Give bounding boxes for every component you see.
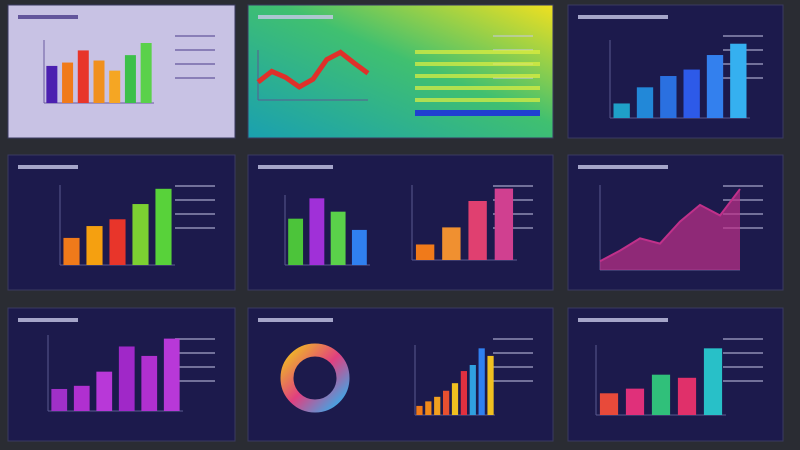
text-placeholder xyxy=(175,63,215,65)
text-placeholder xyxy=(493,338,533,340)
text-placeholder xyxy=(175,352,215,354)
bar xyxy=(469,365,476,415)
bar xyxy=(109,219,126,265)
bar xyxy=(660,76,677,118)
bar xyxy=(706,55,724,118)
bar xyxy=(51,388,68,411)
bar xyxy=(288,218,304,265)
bar xyxy=(96,371,113,411)
bar xyxy=(468,200,487,260)
donut xyxy=(280,343,350,413)
decor-bar xyxy=(415,74,540,78)
title-placeholder xyxy=(578,165,668,169)
bar xyxy=(487,355,494,415)
title-placeholder xyxy=(18,15,78,19)
text-placeholder xyxy=(175,366,215,368)
bar xyxy=(93,60,105,103)
title-placeholder xyxy=(258,165,333,169)
bar xyxy=(141,355,158,411)
bar xyxy=(677,377,697,415)
decor-bar xyxy=(415,98,540,102)
bar xyxy=(109,70,121,103)
text-placeholder xyxy=(175,380,215,382)
title-placeholder xyxy=(258,15,333,19)
text-placeholder xyxy=(493,380,533,382)
bar xyxy=(451,383,459,415)
bar xyxy=(443,390,450,415)
bar xyxy=(62,62,74,103)
text-placeholder xyxy=(723,380,763,382)
bar xyxy=(163,338,180,411)
bar xyxy=(636,87,654,118)
slide-panel xyxy=(247,307,554,442)
bar xyxy=(651,374,671,415)
bar xyxy=(86,226,103,265)
bar xyxy=(73,385,90,411)
text-placeholder xyxy=(493,185,533,187)
text-placeholder xyxy=(723,35,763,37)
decor-bar xyxy=(415,50,540,54)
line xyxy=(256,49,370,90)
text-placeholder xyxy=(175,227,215,229)
title-placeholder xyxy=(258,318,333,322)
text-placeholder xyxy=(723,338,763,340)
bar xyxy=(613,103,630,118)
title-placeholder xyxy=(18,318,78,322)
text-placeholder xyxy=(723,199,763,201)
text-placeholder xyxy=(175,199,215,201)
text-placeholder xyxy=(493,35,533,37)
bar xyxy=(703,348,723,415)
bar xyxy=(46,65,58,103)
bar xyxy=(683,69,700,118)
title-placeholder xyxy=(18,165,78,169)
text-placeholder xyxy=(175,49,215,51)
bar xyxy=(730,43,747,118)
bar xyxy=(351,229,367,265)
bar xyxy=(330,211,346,265)
bar xyxy=(494,188,514,260)
slide-panel xyxy=(7,4,236,139)
bar xyxy=(140,43,152,103)
bar xyxy=(625,388,645,415)
bar xyxy=(460,371,467,415)
slide-panel xyxy=(247,4,554,139)
title-placeholder xyxy=(578,318,668,322)
title-placeholder xyxy=(578,15,668,19)
text-placeholder xyxy=(175,338,215,340)
bar xyxy=(118,346,135,411)
text-placeholder xyxy=(723,352,763,354)
text-placeholder xyxy=(175,213,215,215)
text-placeholder xyxy=(493,366,533,368)
bar xyxy=(309,198,325,265)
bar xyxy=(416,405,423,415)
bar xyxy=(77,50,89,103)
bar xyxy=(415,244,435,260)
text-placeholder xyxy=(723,227,763,229)
text-placeholder xyxy=(493,352,533,354)
bar xyxy=(478,348,485,415)
bar xyxy=(442,227,461,260)
bar xyxy=(124,55,136,103)
text-placeholder xyxy=(723,185,763,187)
bar xyxy=(599,393,619,415)
bar xyxy=(132,204,149,265)
area xyxy=(600,189,740,270)
text-placeholder xyxy=(723,213,763,215)
decor-bar xyxy=(415,110,540,116)
slide-panel xyxy=(567,307,784,442)
bar xyxy=(63,237,80,265)
text-placeholder xyxy=(175,77,215,79)
line xyxy=(599,188,741,263)
decor-bar xyxy=(415,62,540,66)
bar xyxy=(425,401,432,415)
text-placeholder xyxy=(175,35,215,37)
bar xyxy=(434,396,441,415)
text-placeholder xyxy=(175,185,215,187)
bar xyxy=(155,188,172,265)
text-placeholder xyxy=(723,366,763,368)
decor-bar xyxy=(415,86,540,90)
